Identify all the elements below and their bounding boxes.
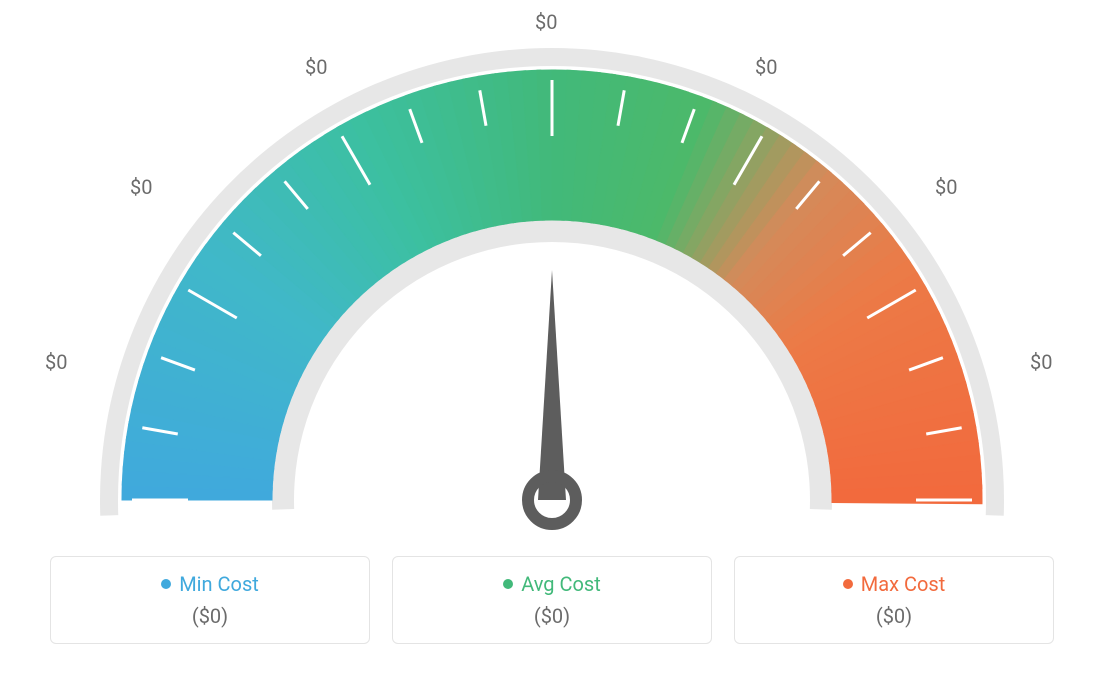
legend-top: Avg Cost bbox=[503, 572, 601, 596]
dot-icon bbox=[161, 579, 171, 589]
gauge-svg bbox=[92, 20, 1012, 560]
legend-value: ($0) bbox=[534, 604, 570, 628]
legend-top: Max Cost bbox=[843, 572, 946, 596]
legend-card-min: Min Cost ($0) bbox=[50, 556, 370, 644]
cost-gauge: $0 $0 $0 $0 $0 $0 $0 bbox=[0, 0, 1104, 560]
gauge-tick-label: $0 bbox=[535, 10, 557, 34]
gauge-tick-label: $0 bbox=[45, 350, 67, 374]
legend-card-avg: Avg Cost ($0) bbox=[392, 556, 712, 644]
legend-label: Max Cost bbox=[861, 572, 946, 596]
legend-row: Min Cost ($0) Avg Cost ($0) Max Cost ($0… bbox=[0, 556, 1104, 644]
legend-value: ($0) bbox=[876, 604, 912, 628]
gauge-tick-label: $0 bbox=[755, 55, 777, 79]
gauge-tick-label: $0 bbox=[1030, 350, 1052, 374]
gauge-tick-label: $0 bbox=[305, 55, 327, 79]
legend-card-max: Max Cost ($0) bbox=[734, 556, 1054, 644]
dot-icon bbox=[843, 579, 853, 589]
gauge-tick-label: $0 bbox=[130, 175, 152, 199]
legend-label: Min Cost bbox=[179, 572, 259, 596]
legend-top: Min Cost bbox=[161, 572, 259, 596]
gauge-tick-label: $0 bbox=[935, 175, 957, 199]
legend-label: Avg Cost bbox=[521, 572, 601, 596]
legend-value: ($0) bbox=[192, 604, 228, 628]
dot-icon bbox=[503, 579, 513, 589]
